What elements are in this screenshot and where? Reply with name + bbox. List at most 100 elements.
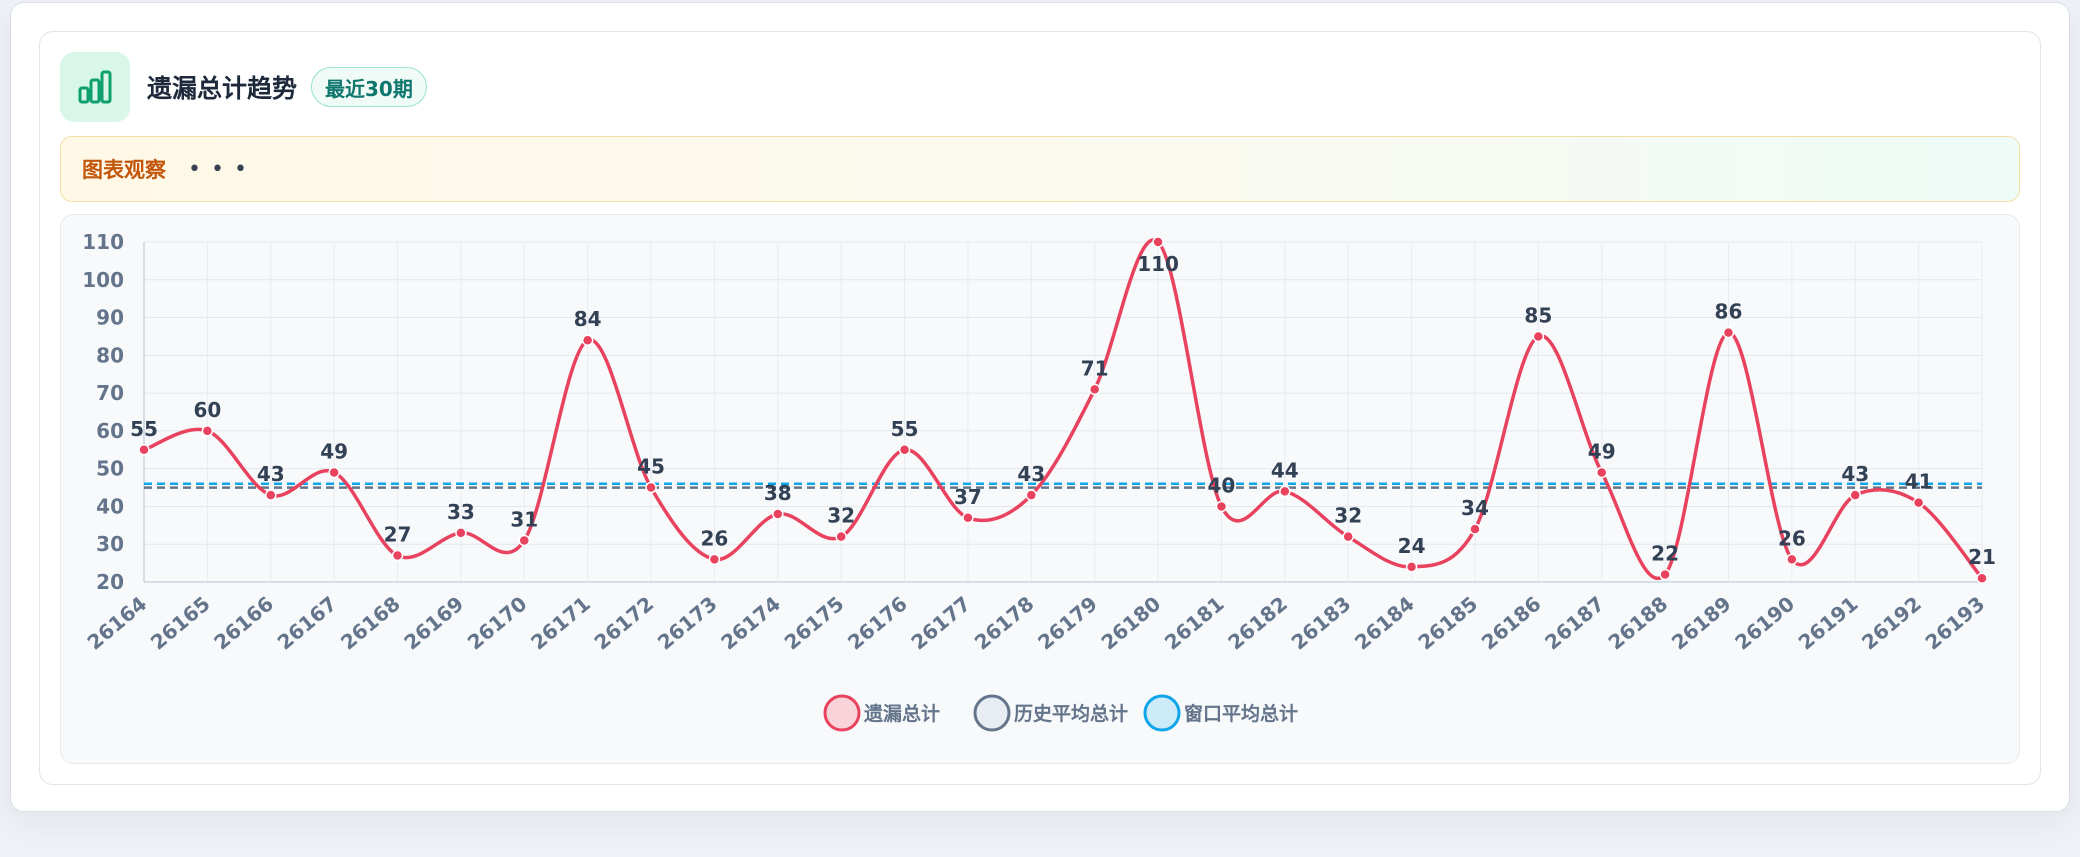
data-label: 71	[1081, 356, 1109, 380]
card-header: 遗漏总计趋势 最近30期	[60, 52, 427, 122]
data-point	[1659, 568, 1671, 581]
y-tick-label: 20	[96, 570, 124, 594]
x-tick-label: 26173	[653, 591, 722, 654]
legend-marker	[973, 694, 1011, 732]
x-tick-label: 26177	[906, 591, 975, 654]
x-tick-label: 26168	[336, 591, 405, 654]
data-point	[265, 489, 277, 501]
data-label: 43	[1841, 462, 1869, 486]
legend-marker	[823, 694, 861, 732]
x-tick-label: 26175	[780, 591, 849, 654]
data-label: 40	[1208, 473, 1236, 497]
data-point	[1025, 489, 1038, 501]
x-tick-label: 26179	[1033, 591, 1102, 654]
y-tick-label: 40	[96, 494, 124, 518]
x-tick-label: 26181	[1160, 591, 1229, 654]
y-tick-label: 60	[96, 419, 124, 443]
legend-label: 窗口平均总计	[1184, 702, 1298, 725]
data-label: 49	[1588, 439, 1616, 463]
legend-marker	[1143, 694, 1181, 732]
data-label: 55	[891, 417, 919, 441]
data-point	[455, 527, 467, 539]
data-point	[1912, 496, 1925, 509]
omission-total-line	[143, 238, 1984, 580]
x-tick-label: 26184	[1350, 591, 1419, 654]
data-point	[1469, 523, 1481, 535]
bar-chart-icon	[60, 52, 130, 122]
data-label: 24	[1398, 534, 1426, 558]
y-tick-label: 50	[96, 457, 124, 481]
observation-label: 图表观察	[82, 158, 166, 182]
data-label: 43	[257, 462, 285, 486]
data-label: 38	[764, 481, 792, 505]
data-point	[1342, 530, 1354, 543]
data-point	[1595, 466, 1608, 479]
data-label: 84	[574, 307, 602, 331]
card-title: 遗漏总计趋势	[147, 74, 298, 103]
x-tick-label: 26183	[1287, 591, 1356, 654]
y-tick-label: 70	[96, 381, 124, 405]
x-tick-label: 26164	[82, 591, 151, 654]
x-tick-label: 26176	[843, 591, 912, 654]
data-point	[645, 481, 657, 494]
x-tick-label: 26172	[590, 591, 659, 654]
y-tick-label: 80	[96, 343, 124, 367]
x-tick-label: 26170	[463, 591, 532, 654]
data-point	[581, 334, 594, 346]
x-tick-label: 26178	[970, 591, 1039, 654]
y-tick-label: 110	[82, 230, 124, 254]
data-label: 85	[1524, 303, 1552, 327]
x-tick-label: 26185	[1413, 591, 1482, 654]
x-tick-label: 26186	[1477, 591, 1546, 654]
data-point	[708, 553, 721, 566]
data-label: 26	[1778, 526, 1806, 550]
data-point	[962, 512, 974, 524]
x-tick-label: 26174	[716, 591, 785, 654]
data-point	[1976, 572, 1988, 584]
chart-observation-bar[interactable]: 图表观察 •••	[60, 136, 2020, 202]
x-tick-label: 26166	[209, 591, 278, 654]
x-tick-label: 26189	[1667, 591, 1736, 654]
data-label: 37	[954, 485, 982, 509]
data-label: 86	[1715, 300, 1743, 324]
data-label: 45	[637, 455, 665, 479]
data-point	[328, 466, 340, 479]
data-label: 33	[447, 500, 475, 524]
data-label: 55	[130, 417, 158, 441]
y-tick-label: 100	[82, 268, 124, 292]
data-label: 34	[1461, 496, 1489, 520]
data-label: 32	[827, 504, 855, 528]
data-label: 21	[1968, 545, 1996, 569]
x-tick-label: 26192	[1857, 591, 1926, 654]
data-point	[1722, 326, 1735, 339]
data-label: 43	[1017, 462, 1045, 486]
data-point	[898, 444, 911, 456]
legend-label: 遗漏总计	[863, 702, 940, 725]
x-tick-label: 26167	[273, 591, 342, 654]
data-point	[1786, 553, 1798, 566]
data-point	[1215, 500, 1228, 513]
data-point	[1405, 561, 1418, 573]
y-tick-label: 30	[96, 532, 124, 556]
y-tick-label: 90	[96, 306, 124, 330]
chart-panel: 20 30 40 50 60 70 80 90 100 110 26164 26165 26166 261…	[60, 214, 2020, 764]
data-label: 22	[1651, 541, 1679, 565]
data-label: 27	[384, 523, 412, 547]
trend-card: 遗漏总计趋势 最近30期 图表观察 ••• 20 30 40 50 60 70 80 90 10…	[39, 31, 2041, 785]
data-point	[201, 425, 214, 437]
period-badge[interactable]: 最近30期	[311, 67, 427, 107]
x-tick-label: 26187	[1540, 591, 1609, 654]
data-label: 49	[320, 439, 348, 463]
data-point	[1532, 330, 1545, 343]
data-point	[138, 444, 150, 456]
data-point	[518, 534, 531, 547]
data-label: 26	[700, 526, 728, 550]
more-dots-icon[interactable]: •••	[188, 156, 257, 182]
data-label: 32	[1334, 504, 1362, 528]
data-label: 41	[1905, 470, 1933, 494]
trend-chart: 2030405060708090100110261642616526166261…	[82, 230, 1996, 732]
data-label: 110	[1137, 252, 1179, 276]
data-point	[835, 530, 847, 543]
x-tick-label: 26191	[1794, 591, 1863, 654]
legend-label: 历史平均总计	[1014, 702, 1128, 725]
